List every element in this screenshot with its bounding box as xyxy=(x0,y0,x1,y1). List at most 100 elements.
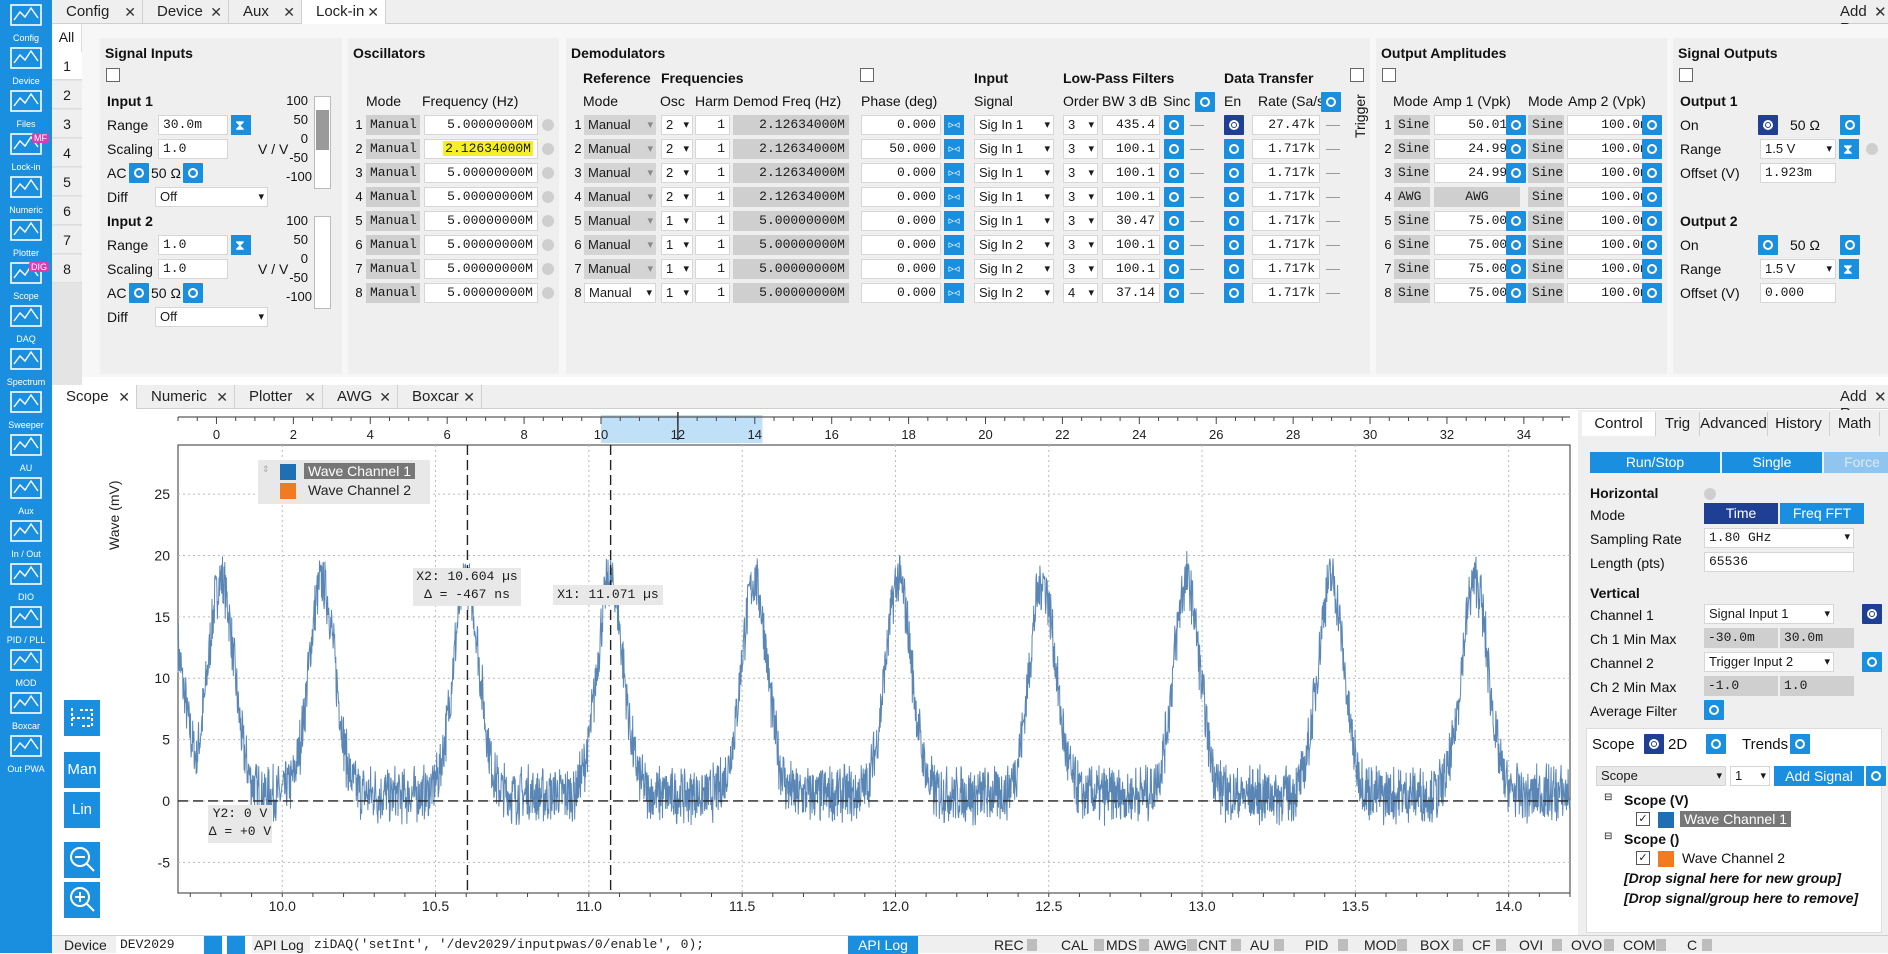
mode-fft-button[interactable]: Freq FFT xyxy=(1780,503,1864,524)
demod-rate-field[interactable]: 1.717k xyxy=(1252,211,1320,231)
amp2-enable-toggle[interactable] xyxy=(1642,235,1662,255)
amp2-enable-toggle[interactable] xyxy=(1642,259,1662,279)
amp-mode2-field[interactable]: Sine xyxy=(1528,235,1564,255)
demod-harm-field[interactable]: 1 xyxy=(695,163,730,183)
demod-harm-field[interactable]: 1 xyxy=(695,235,730,255)
demod-mode-select[interactable]: Manual xyxy=(584,283,656,303)
sidebar-item-plotter[interactable]: Plotter xyxy=(1,217,51,259)
amp-mode-field[interactable]: Sine xyxy=(1394,139,1430,159)
osc-freq-field[interactable]: 5.00000000M xyxy=(424,115,538,135)
autorange-icon[interactable] xyxy=(1839,139,1859,159)
sidebar-item-boxcar[interactable]: Boxcar xyxy=(1,690,51,732)
tab-aux[interactable]: Aux ✕ xyxy=(229,0,302,24)
demod-bw-field[interactable]: 100.1 xyxy=(1102,235,1160,255)
demod-rate-field[interactable]: 1.717k xyxy=(1252,283,1320,303)
amp1-enable-toggle[interactable] xyxy=(1506,259,1526,279)
demod-mode-select[interactable]: Manual xyxy=(584,211,656,231)
cursor-mode-button[interactable] xyxy=(64,700,100,736)
sidebar-item-numeric[interactable]: Numeric xyxy=(1,174,51,216)
amp1-field[interactable]: 75.00m xyxy=(1434,259,1520,279)
phase-zero-button[interactable]: ▹◃ xyxy=(944,283,964,303)
amp1-enable-toggle[interactable] xyxy=(1506,283,1526,303)
amp-mode-field[interactable]: AWG xyxy=(1394,187,1430,207)
demod-phase-field[interactable]: 0.000 xyxy=(861,115,941,135)
demod-osc-select[interactable]: 2 xyxy=(661,139,693,159)
channel2-select[interactable]: Trigger Input 2 xyxy=(1704,652,1834,672)
enable-toggle[interactable] xyxy=(1224,283,1244,303)
sidebar-item-mod[interactable]: MOD xyxy=(1,647,51,689)
ch2-max-field[interactable]: 1.0 xyxy=(1780,676,1854,696)
demod-mode-select[interactable]: Manual xyxy=(584,139,656,159)
sidebar-item-dio[interactable]: DIO xyxy=(1,561,51,603)
demod-harm-field[interactable]: 1 xyxy=(695,139,730,159)
demod-signal-select[interactable]: Sig In 2 xyxy=(974,235,1054,255)
phase-zero-button[interactable]: ▹◃ xyxy=(944,211,964,231)
tab-awg[interactable]: AWG ✕ xyxy=(323,385,398,409)
tree-signal-1[interactable]: Wave Channel 1 xyxy=(1680,811,1791,827)
length-field[interactable]: 65536 xyxy=(1704,552,1854,572)
amp1-field[interactable]: 24.99m xyxy=(1434,139,1520,159)
demod-bw-field[interactable]: 435.4 xyxy=(1102,115,1160,135)
subtab-toggle[interactable] xyxy=(1706,734,1726,754)
demod-order-select[interactable]: 3 xyxy=(1063,259,1098,279)
zoom-out-button[interactable] xyxy=(64,842,100,878)
demod-harm-field[interactable]: 1 xyxy=(695,211,730,231)
demod-signal-select[interactable]: Sig In 1 xyxy=(974,139,1054,159)
demod-phase-field[interactable]: 0.000 xyxy=(861,283,941,303)
osc-mode-field[interactable]: Manual xyxy=(366,163,420,183)
amp2-enable-toggle[interactable] xyxy=(1642,139,1662,159)
sinc-toggle[interactable] xyxy=(1164,187,1184,207)
control-tab-advanced[interactable]: Advanced xyxy=(1700,412,1768,436)
demod-rate-field[interactable]: 1.717k xyxy=(1252,139,1320,159)
amp-mode2-field[interactable]: Sine xyxy=(1528,211,1564,231)
close-icon[interactable]: ✕ xyxy=(379,389,391,405)
close-icon[interactable]: ✕ xyxy=(367,4,379,20)
osc-freq-field[interactable]: 5.00000000M xyxy=(424,211,538,231)
amp1-enable-toggle[interactable] xyxy=(1506,139,1526,159)
demod-freq-field[interactable]: 2.12634000M xyxy=(733,115,849,135)
tab-device[interactable]: Device ✕ xyxy=(143,0,229,24)
amp1-field[interactable]: 75.00m xyxy=(1434,211,1520,231)
ch1-min-field[interactable]: -30.0m xyxy=(1704,628,1778,648)
amp1-enable-toggle[interactable] xyxy=(1506,115,1526,135)
enable-toggle[interactable] xyxy=(1224,259,1244,279)
demod-mode-select[interactable]: Manual xyxy=(584,235,656,255)
device-list-icon[interactable] xyxy=(227,936,245,954)
phase-zero-button[interactable]: ▹◃ xyxy=(944,187,964,207)
channel1-select[interactable]: Signal Input 1 xyxy=(1704,604,1834,624)
demod-order-select[interactable]: 3 xyxy=(1063,187,1098,207)
ch1-max-field[interactable]: 30.0m xyxy=(1780,628,1854,648)
demod-order-select[interactable]: 3 xyxy=(1063,235,1098,255)
sidebar-item-daq[interactable]: DAQ xyxy=(1,303,51,345)
osc-freq-field[interactable]: 5.00000000M xyxy=(424,283,538,303)
subtab-trends[interactable]: Trends xyxy=(1742,736,1789,753)
output-on-toggle[interactable] xyxy=(1758,115,1778,135)
autorange-icon[interactable] xyxy=(231,115,251,135)
demod-harm-field[interactable]: 1 xyxy=(695,115,730,135)
output-range-select[interactable]: 1.5 V xyxy=(1760,139,1836,159)
sinc-toggle[interactable] xyxy=(1164,163,1184,183)
amp-mode-field[interactable]: Sine xyxy=(1394,163,1430,183)
tab-boxcar[interactable]: Boxcar ✕ xyxy=(398,385,482,409)
demod-osc-select[interactable]: 2 xyxy=(661,115,693,135)
amp-mode-field[interactable]: Sine xyxy=(1394,259,1430,279)
row-tab[interactable]: 5 xyxy=(52,168,82,196)
collapse-button[interactable] xyxy=(860,68,874,82)
tree-collapse-icon[interactable]: ⊟ xyxy=(1604,792,1613,803)
subtab-2d[interactable]: 2D xyxy=(1668,736,1688,753)
sidebar-item-pid-pll[interactable]: PID / PLL xyxy=(1,604,51,646)
range-field[interactable]: 1.0 xyxy=(158,235,228,255)
enable-toggle[interactable] xyxy=(1224,163,1244,183)
demod-osc-select[interactable]: 1 xyxy=(661,259,693,279)
demod-order-select[interactable]: 3 xyxy=(1063,211,1098,231)
amp-mode-field[interactable]: Sine xyxy=(1394,211,1430,231)
amp2-field[interactable]: 100.0m xyxy=(1567,259,1653,279)
demod-bw-field[interactable]: 100.1 xyxy=(1102,139,1160,159)
ac-toggle[interactable] xyxy=(129,163,149,183)
collapse-button[interactable] xyxy=(1350,68,1364,82)
sidebar-item-in-out[interactable]: In / Out xyxy=(1,518,51,560)
demod-bw-field[interactable]: 100.1 xyxy=(1102,163,1160,183)
amp1-enable-toggle[interactable] xyxy=(1506,211,1526,231)
tree-checkbox[interactable]: ✓ xyxy=(1636,851,1650,865)
